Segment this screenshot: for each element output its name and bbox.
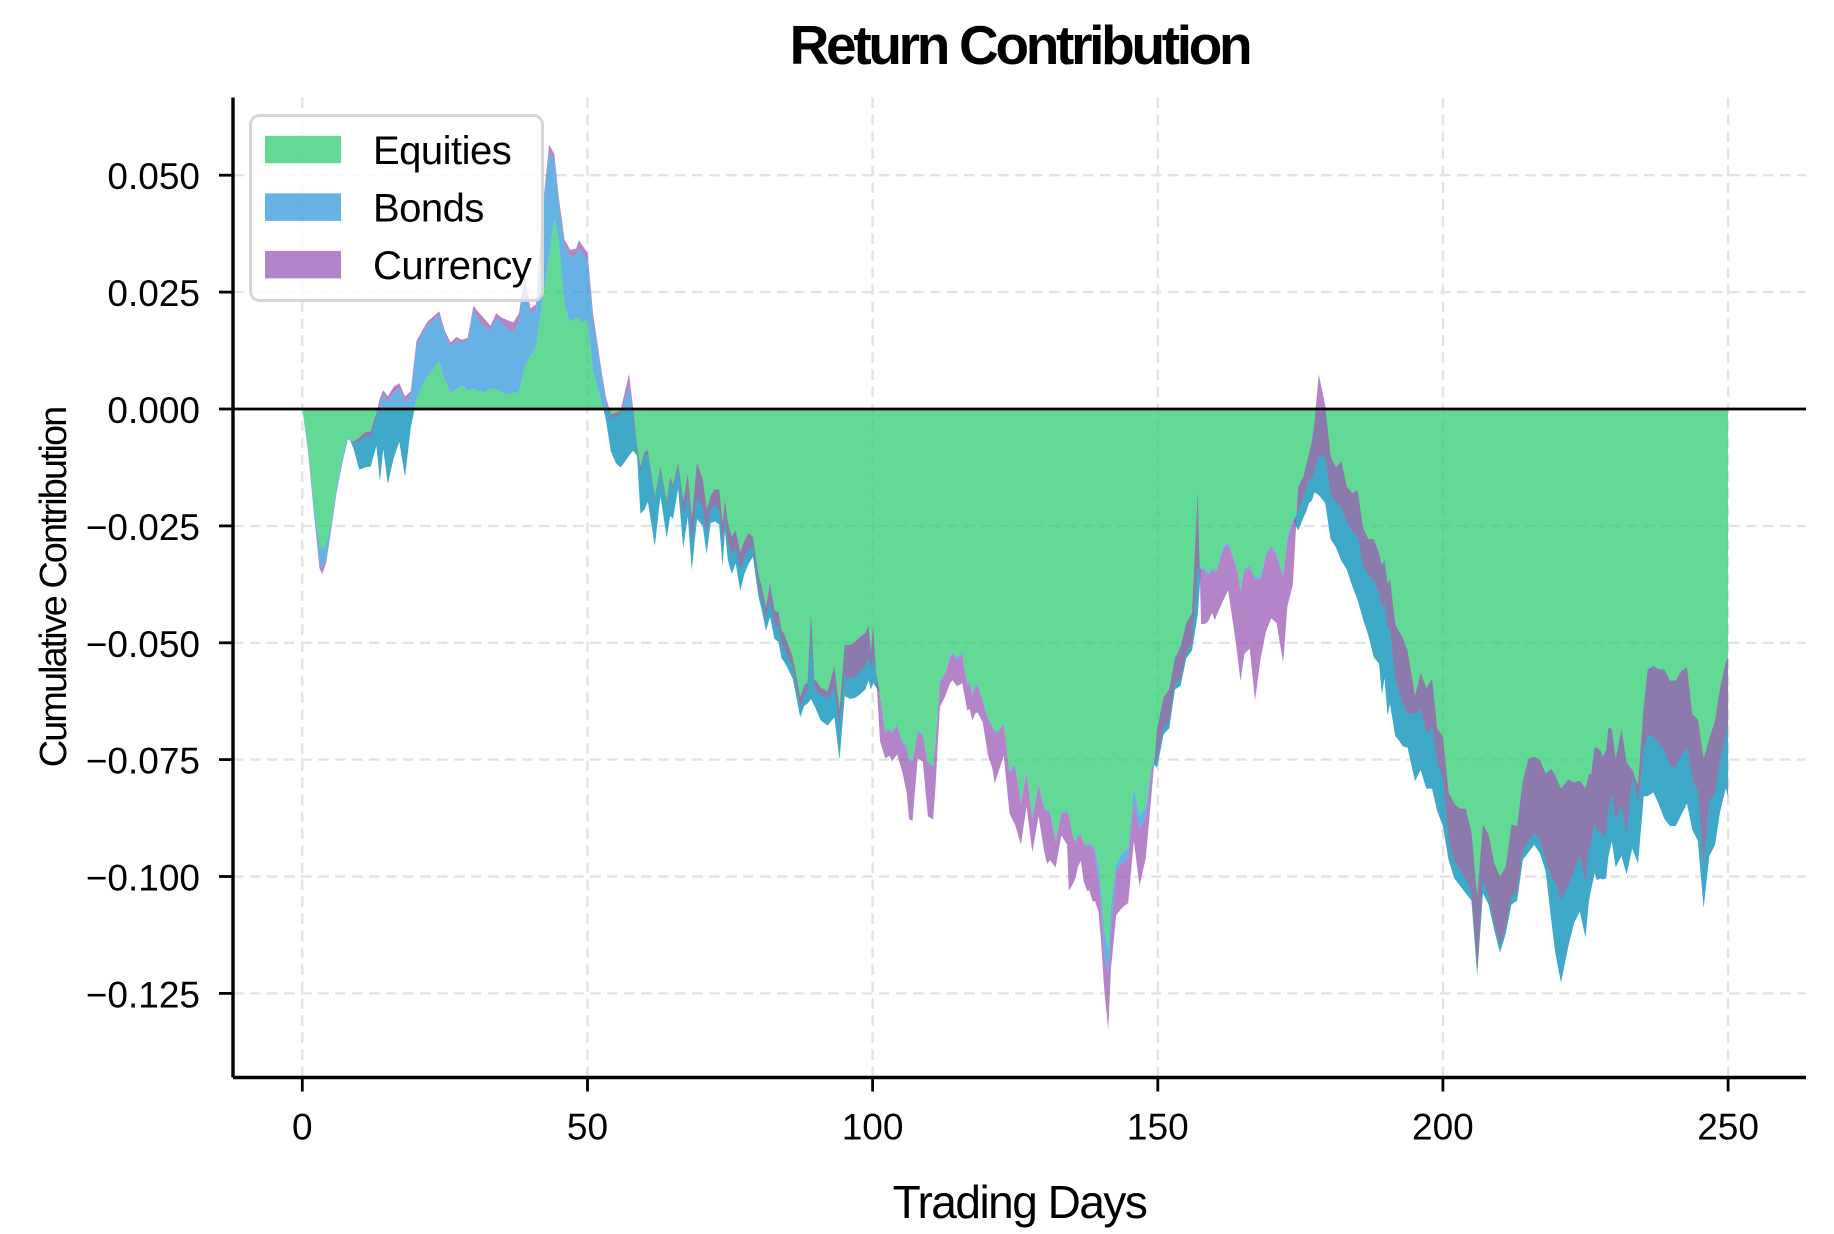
svg-text:−0.100: −0.100 xyxy=(86,858,200,899)
svg-text:Equities: Equities xyxy=(373,129,511,173)
svg-text:−0.050: −0.050 xyxy=(86,624,200,665)
svg-text:50: 50 xyxy=(567,1107,608,1148)
svg-text:250: 250 xyxy=(1697,1107,1759,1148)
svg-text:−0.125: −0.125 xyxy=(86,974,200,1015)
svg-text:Return Contribution: Return Contribution xyxy=(790,14,1250,76)
svg-text:Bonds: Bonds xyxy=(373,187,484,231)
svg-text:Currency: Currency xyxy=(373,244,532,288)
svg-text:−0.025: −0.025 xyxy=(86,507,200,548)
svg-text:100: 100 xyxy=(842,1107,904,1148)
svg-text:0: 0 xyxy=(292,1107,313,1148)
svg-text:Trading Days: Trading Days xyxy=(893,1176,1147,1228)
svg-text:0.000: 0.000 xyxy=(107,390,200,431)
svg-text:Cumulative Contribution: Cumulative Contribution xyxy=(33,408,75,768)
svg-text:150: 150 xyxy=(1127,1107,1189,1148)
svg-text:0.025: 0.025 xyxy=(107,273,200,314)
svg-text:200: 200 xyxy=(1412,1107,1474,1148)
svg-text:−0.075: −0.075 xyxy=(86,741,200,782)
svg-text:0.050: 0.050 xyxy=(107,156,200,197)
